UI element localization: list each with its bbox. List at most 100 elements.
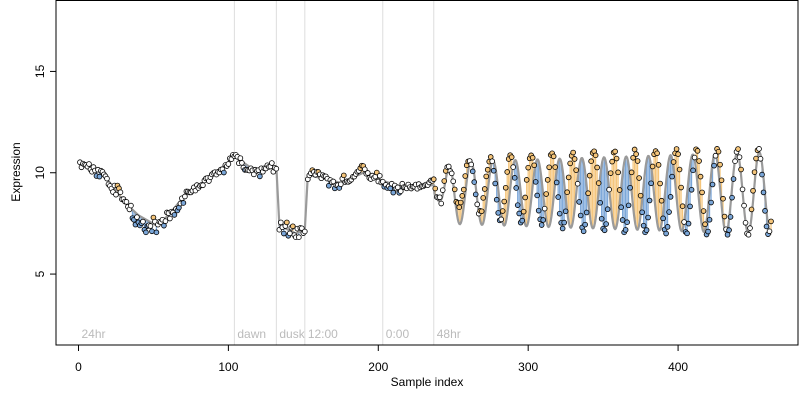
data-point [613,155,620,162]
data-point [493,196,500,203]
data-point [694,148,701,154]
data-point [669,173,675,180]
data-point [736,154,743,160]
data-point [601,227,608,234]
data-point [636,175,642,181]
data-point [759,171,765,178]
data-point [751,169,758,175]
data-point [364,170,371,176]
data-point [480,195,487,201]
data-point [538,222,545,228]
data-point [678,184,684,191]
data-point [552,164,558,170]
data-point [448,170,455,177]
data-point [697,173,704,180]
data-point [594,164,600,171]
data-point [555,194,561,200]
time-marker-label: dawn [237,327,266,341]
data-point [540,217,546,223]
time-marker-label: dusk [279,327,305,341]
data-point [237,155,244,161]
data-point [508,154,515,160]
data-point [278,219,284,226]
data-point [705,228,711,235]
data-point [225,161,232,167]
data-point [559,225,566,232]
data-point [471,179,478,185]
data-point [147,223,154,229]
data-point [478,208,485,215]
data-point [615,169,621,176]
data-point [757,155,764,162]
data-point [712,152,719,159]
data-point [167,215,173,222]
data-point [726,227,732,233]
data-point-group [77,146,774,240]
data-point [730,176,737,182]
data-point [735,146,741,152]
time-marker-label: 24hr [81,327,105,341]
data-point [681,219,687,225]
data-point [588,158,594,165]
data-point [631,146,638,153]
time-marker-label: 48hr [437,327,461,341]
data-point [715,148,722,155]
data-point [257,173,263,180]
data-point [663,230,669,237]
data-point [576,199,582,205]
data-point [445,163,452,170]
data-point [585,190,591,197]
data-point [397,188,404,194]
data-point [531,162,537,169]
data-point [732,158,738,165]
data-point [123,199,130,205]
data-point [387,185,394,192]
data-point [376,172,383,179]
data-point [625,202,632,209]
data-point [745,231,752,238]
data-point [456,204,463,211]
data-point [649,163,656,170]
data-point [748,206,755,213]
data-point [634,158,641,164]
data-point [706,216,713,223]
data-point [679,203,686,209]
data-point [489,158,496,165]
data-point [766,228,773,235]
data-point [514,202,521,208]
data-point [666,209,672,215]
data-point [720,195,726,202]
data-point [269,160,275,166]
data-point [711,162,717,169]
data-point [628,169,635,176]
data-point [640,222,647,229]
data-point [457,199,464,206]
data-point [171,212,178,218]
data-point [128,202,134,209]
data-point [544,177,551,183]
data-point [438,200,445,207]
data-point [535,207,542,214]
data-point [495,210,502,216]
data-point [667,194,674,200]
data-point [439,187,446,193]
time-marker-label: 0:00 [386,327,410,341]
data-point [104,175,110,182]
data-point [577,212,584,219]
data-point [580,228,587,235]
data-point [729,194,735,201]
data-point [739,186,746,193]
data-point [699,189,705,196]
data-point [394,184,401,191]
data-point [742,220,749,226]
data-point [504,169,511,175]
data-point [609,158,615,165]
data-point [690,167,696,174]
data-point [451,186,458,193]
data-point [684,230,690,237]
data-point [498,216,505,223]
data-point [718,177,725,184]
data-point [750,187,756,194]
data-point [86,161,92,167]
data-point [134,214,140,220]
